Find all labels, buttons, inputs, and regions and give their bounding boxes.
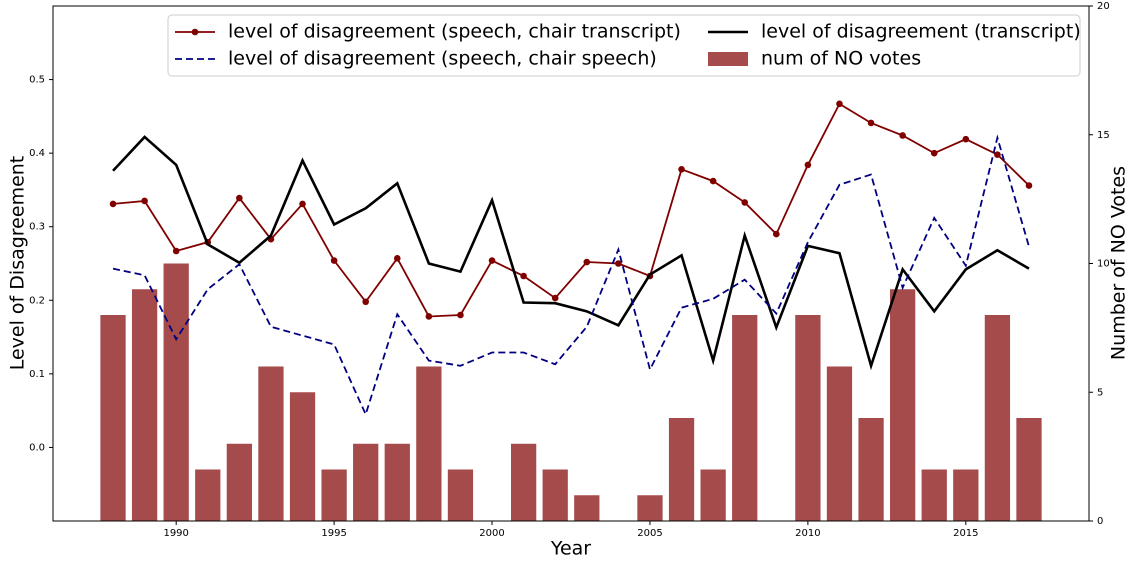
marker [457,311,464,319]
legend-marker [191,28,199,36]
bar [131,289,158,521]
bar [921,469,947,521]
marker [172,247,180,255]
bar [100,315,126,521]
bar [542,469,568,521]
marker [488,257,496,264]
marker [994,151,1001,158]
bar [447,469,474,521]
plot-frame [52,5,1090,522]
bar [984,315,1011,521]
bar [574,495,600,521]
marker [678,166,685,173]
x-tick-label: 1995 [321,528,346,539]
marker [236,194,243,202]
bar [163,263,189,521]
x-tick-label: 1990 [163,528,188,539]
marker [551,294,559,302]
marker [520,272,527,280]
marker [962,135,970,143]
y2-tick-label: 0 [1097,516,1103,527]
legend: level of disagreement (speech, chair tra… [167,14,1081,77]
marker [330,257,338,264]
bar [289,392,316,521]
y2-tick-label: 15 [1097,130,1110,141]
x-tick-label: 2000 [479,528,504,539]
bar [416,366,442,521]
bar [258,366,284,521]
y-axis-label: Level of Disagreement [7,156,29,371]
legend-box [167,14,1081,77]
legend-label: num of NO votes [761,48,921,70]
bar [732,315,758,521]
marker [583,258,591,266]
x-tick-label: 2005 [637,528,662,539]
marker [1025,182,1033,189]
x-axis-label: Year [550,538,591,560]
bar [510,443,537,521]
legend-swatch [708,52,748,66]
marker [930,149,938,157]
bar [858,418,884,521]
legend-label: level of disagreement (transcript) [761,21,1081,43]
marker [615,260,622,267]
bar [384,443,410,521]
line [112,134,1030,417]
bar [637,495,663,521]
bar [700,469,726,521]
y-tick-label: 0.0 [29,442,45,453]
y2-tick-label: 20 [1097,1,1110,12]
bar [1016,418,1042,521]
marker [899,132,906,139]
marker [709,177,717,185]
y-tick-label: 0.1 [29,369,45,380]
bar [321,469,347,521]
bar [195,469,221,521]
y2-tick-label: 5 [1097,387,1103,398]
y-tick-label: 0.3 [29,222,45,233]
y-tick-label: 0.2 [29,295,45,306]
marker [773,230,780,238]
y-tick-label: 0.5 [29,75,45,86]
bar [795,315,821,521]
marker [393,255,401,262]
marker [299,200,306,208]
line [112,135,1030,371]
bar [953,469,979,521]
marker [109,200,117,208]
marker [425,313,433,320]
bar [890,289,916,521]
legend-label: level of disagreement (speech, chair spe… [228,48,657,70]
marker [141,197,148,205]
marker [741,199,749,206]
marker [836,100,843,108]
marker [362,298,369,306]
marker [867,119,875,127]
y2-tick-label: 10 [1097,259,1110,270]
x-tick-label: 2015 [953,528,978,539]
x-tick-label: 2010 [795,528,820,539]
y-tick-label: 0.4 [29,148,45,159]
y2-axis-label: Number of NO Votes [1108,166,1130,360]
bar [826,366,853,521]
bar [353,443,379,521]
marker [804,161,812,169]
line [112,102,1030,318]
bar [668,418,695,521]
bar [226,443,252,521]
legend-label: level of disagreement (speech, chair tra… [228,21,681,43]
